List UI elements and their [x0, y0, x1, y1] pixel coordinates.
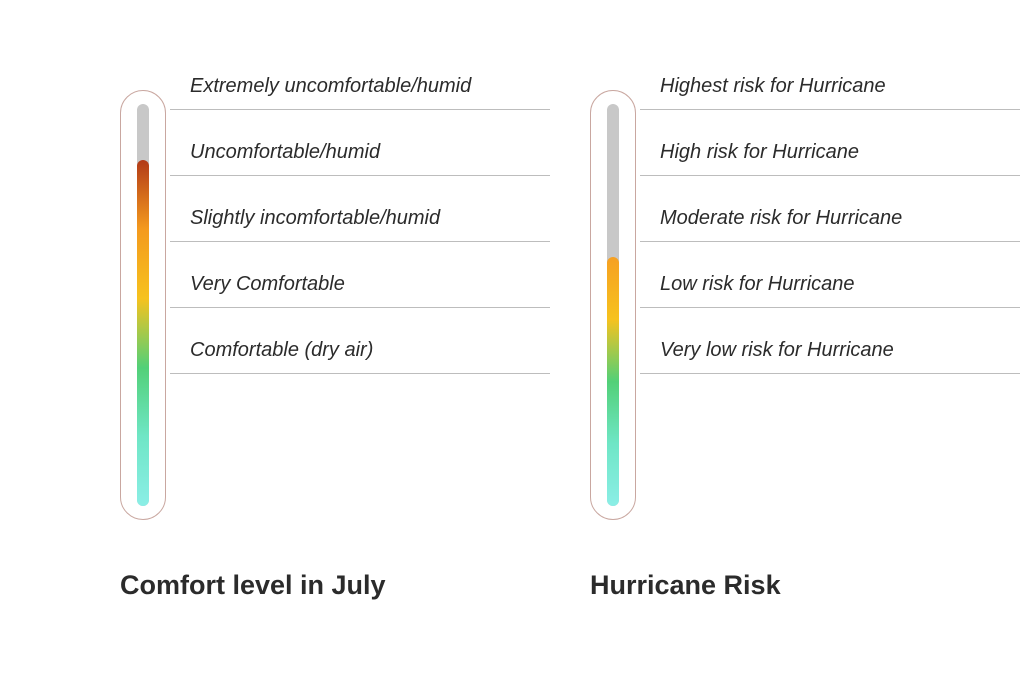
comfort-level-label: Very Comfortable — [190, 273, 550, 302]
hurricane-level-label: High risk for Hurricane — [660, 141, 1020, 170]
hurricane-level-label: Highest risk for Hurricane — [660, 75, 1020, 104]
canvas: Extremely uncomfortable/humid Uncomforta… — [0, 0, 1020, 680]
level-rule — [640, 307, 1020, 308]
comfort-level-row: Slightly incomfortable/humid — [190, 207, 550, 273]
hurricane-level-row: Highest risk for Hurricane — [660, 75, 1020, 141]
level-rule — [640, 109, 1020, 110]
hurricane-level-row: Very low risk for Hurricane — [660, 339, 1020, 405]
comfort-level-label: Slightly incomfortable/humid — [190, 207, 550, 236]
comfort-level-label: Uncomfortable/humid — [190, 141, 550, 170]
comfort-gauge-title: Comfort level in July — [120, 570, 386, 601]
comfort-level-row: Extremely uncomfortable/humid — [190, 75, 550, 141]
hurricane-level-row: High risk for Hurricane — [660, 141, 1020, 207]
level-rule — [640, 175, 1020, 176]
hurricane-level-row: Moderate risk for Hurricane — [660, 207, 1020, 273]
level-rule — [170, 109, 550, 110]
hurricane-level-label: Low risk for Hurricane — [660, 273, 1020, 302]
hurricane-level-label: Moderate risk for Hurricane — [660, 207, 1020, 236]
comfort-gauge-fill — [137, 160, 149, 506]
comfort-level-row: Uncomfortable/humid — [190, 141, 550, 207]
level-rule — [170, 307, 550, 308]
level-rule — [170, 241, 550, 242]
hurricane-gauge-panel: Highest risk for Hurricane High risk for… — [520, 40, 1000, 600]
level-rule — [640, 241, 1020, 242]
hurricane-gauge-fill — [607, 257, 619, 506]
hurricane-gauge-title: Hurricane Risk — [590, 570, 781, 601]
comfort-level-row: Very Comfortable — [190, 273, 550, 339]
hurricane-scale: Highest risk for Hurricane High risk for… — [660, 75, 1020, 475]
hurricane-level-label: Very low risk for Hurricane — [660, 339, 1020, 368]
level-rule — [640, 373, 1020, 374]
comfort-level-row: Comfortable (dry air) — [190, 339, 550, 405]
comfort-level-label: Comfortable (dry air) — [190, 339, 550, 368]
level-rule — [170, 175, 550, 176]
comfort-level-label: Extremely uncomfortable/humid — [190, 75, 550, 104]
hurricane-level-row: Low risk for Hurricane — [660, 273, 1020, 339]
level-rule — [170, 373, 550, 374]
comfort-gauge-panel: Extremely uncomfortable/humid Uncomforta… — [50, 40, 530, 600]
comfort-scale: Extremely uncomfortable/humid Uncomforta… — [190, 75, 550, 475]
